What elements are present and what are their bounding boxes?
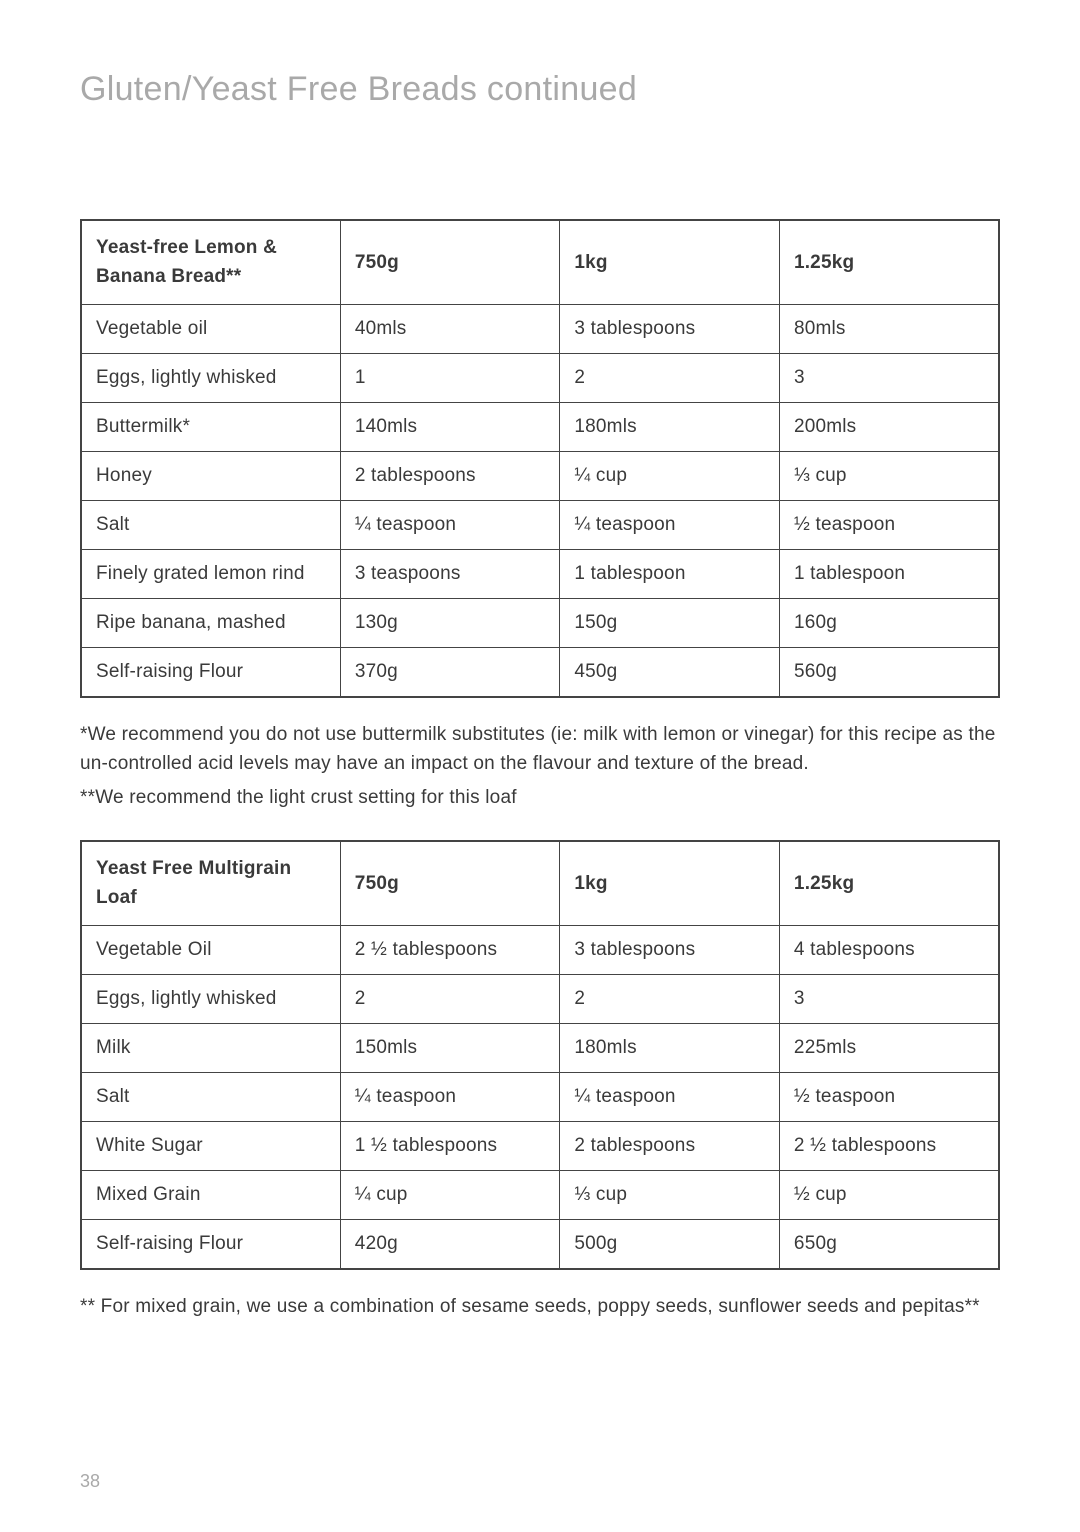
ingredient-qty: ⅓ cup [779,452,999,501]
ingredient-qty: 1 tablespoon [560,550,780,599]
table-row: White Sugar 1 ½ tablespoons 2 tablespoon… [81,1122,999,1171]
ingredient-name: Finely grated lemon rind [81,550,340,599]
ingredient-qty: 2 [340,975,560,1024]
ingredient-name: Ripe banana, mashed [81,599,340,648]
ingredient-qty: ⅓ cup [560,1171,780,1220]
column-header: 750g [340,841,560,926]
footnote: ** For mixed grain, we use a combination… [80,1292,1000,1321]
table-row: Self-raising Flour 370g 450g 560g [81,648,999,698]
ingredient-qty: ¼ teaspoon [340,1073,560,1122]
ingredient-qty: 2 ½ tablespoons [340,926,560,975]
ingredient-name: Salt [81,1073,340,1122]
ingredient-name: Eggs, lightly whisked [81,975,340,1024]
ingredient-qty: 140mls [340,403,560,452]
ingredient-qty: 130g [340,599,560,648]
ingredient-qty: 2 [560,975,780,1024]
ingredient-qty: ¼ cup [340,1171,560,1220]
recipe-table-2: Yeast Free Multigrain Loaf 750g 1kg 1.25… [80,840,1000,1270]
footnote: **We recommend the light crust setting f… [80,783,1000,812]
ingredient-qty: 2 ½ tablespoons [779,1122,999,1171]
ingredient-qty: 200mls [779,403,999,452]
ingredient-qty: 3 [779,975,999,1024]
ingredient-qty: 160g [779,599,999,648]
table-row: Salt ¼ teaspoon ¼ teaspoon ½ teaspoon [81,501,999,550]
column-header: 750g [340,220,560,305]
ingredient-qty: ¼ cup [560,452,780,501]
ingredient-qty: ¼ teaspoon [560,501,780,550]
ingredient-qty: 150g [560,599,780,648]
ingredient-name: Salt [81,501,340,550]
table-row: Ripe banana, mashed 130g 150g 160g [81,599,999,648]
ingredient-qty: 225mls [779,1024,999,1073]
ingredient-qty: 1 [340,354,560,403]
table-row: Buttermilk* 140mls 180mls 200mls [81,403,999,452]
ingredient-name: Self-raising Flour [81,648,340,698]
ingredient-name: Vegetable Oil [81,926,340,975]
column-header: 1kg [560,841,780,926]
ingredient-qty: 4 tablespoons [779,926,999,975]
ingredient-qty: 650g [779,1220,999,1270]
table-header-row: Yeast Free Multigrain Loaf 750g 1kg 1.25… [81,841,999,926]
table-header-row: Yeast-free Lemon & Banana Bread** 750g 1… [81,220,999,305]
table-row: Salt ¼ teaspoon ¼ teaspoon ½ teaspoon [81,1073,999,1122]
column-header: 1kg [560,220,780,305]
ingredient-qty: ½ teaspoon [779,501,999,550]
notes-block-2: ** For mixed grain, we use a combination… [80,1292,1000,1321]
ingredient-qty: 370g [340,648,560,698]
footnote: *We recommend you do not use buttermilk … [80,720,1000,779]
ingredient-name: White Sugar [81,1122,340,1171]
ingredient-qty: 180mls [560,403,780,452]
ingredient-name: Honey [81,452,340,501]
ingredient-name: Milk [81,1024,340,1073]
column-header: 1.25kg [779,220,999,305]
table-row: Eggs, lightly whisked 2 2 3 [81,975,999,1024]
notes-block-1: *We recommend you do not use buttermilk … [80,720,1000,812]
ingredient-qty: 40mls [340,305,560,354]
recipe-table-1: Yeast-free Lemon & Banana Bread** 750g 1… [80,219,1000,698]
table-row: Mixed Grain ¼ cup ⅓ cup ½ cup [81,1171,999,1220]
ingredient-qty: 1 tablespoon [779,550,999,599]
ingredient-qty: ½ teaspoon [779,1073,999,1122]
ingredient-qty: 180mls [560,1024,780,1073]
ingredient-qty: 80mls [779,305,999,354]
recipe-name-header: Yeast Free Multigrain Loaf [81,841,340,926]
ingredient-name: Mixed Grain [81,1171,340,1220]
ingredient-qty: ¼ teaspoon [560,1073,780,1122]
recipe-name-header: Yeast-free Lemon & Banana Bread** [81,220,340,305]
ingredient-qty: 500g [560,1220,780,1270]
table-row: Vegetable oil 40mls 3 tablespoons 80mls [81,305,999,354]
ingredient-qty: 2 tablespoons [340,452,560,501]
ingredient-qty: ½ cup [779,1171,999,1220]
ingredient-qty: 2 tablespoons [560,1122,780,1171]
ingredient-qty: 150mls [340,1024,560,1073]
ingredient-qty: ¼ teaspoon [340,501,560,550]
ingredient-qty: 420g [340,1220,560,1270]
table-row: Milk 150mls 180mls 225mls [81,1024,999,1073]
page-title: Gluten/Yeast Free Breads continued [80,70,1000,109]
ingredient-name: Buttermilk* [81,403,340,452]
table-row: Finely grated lemon rind 3 teaspoons 1 t… [81,550,999,599]
ingredient-qty: 3 [779,354,999,403]
table-row: Vegetable Oil 2 ½ tablespoons 3 tablespo… [81,926,999,975]
ingredient-qty: 3 tablespoons [560,305,780,354]
table-row: Honey 2 tablespoons ¼ cup ⅓ cup [81,452,999,501]
table-row: Eggs, lightly whisked 1 2 3 [81,354,999,403]
ingredient-qty: 3 teaspoons [340,550,560,599]
ingredient-name: Eggs, lightly whisked [81,354,340,403]
ingredient-qty: 2 [560,354,780,403]
ingredient-qty: 560g [779,648,999,698]
ingredient-qty: 1 ½ tablespoons [340,1122,560,1171]
ingredient-name: Vegetable oil [81,305,340,354]
column-header: 1.25kg [779,841,999,926]
ingredient-qty: 3 tablespoons [560,926,780,975]
ingredient-qty: 450g [560,648,780,698]
ingredient-name: Self-raising Flour [81,1220,340,1270]
page-number: 38 [80,1471,100,1492]
table-row: Self-raising Flour 420g 500g 650g [81,1220,999,1270]
